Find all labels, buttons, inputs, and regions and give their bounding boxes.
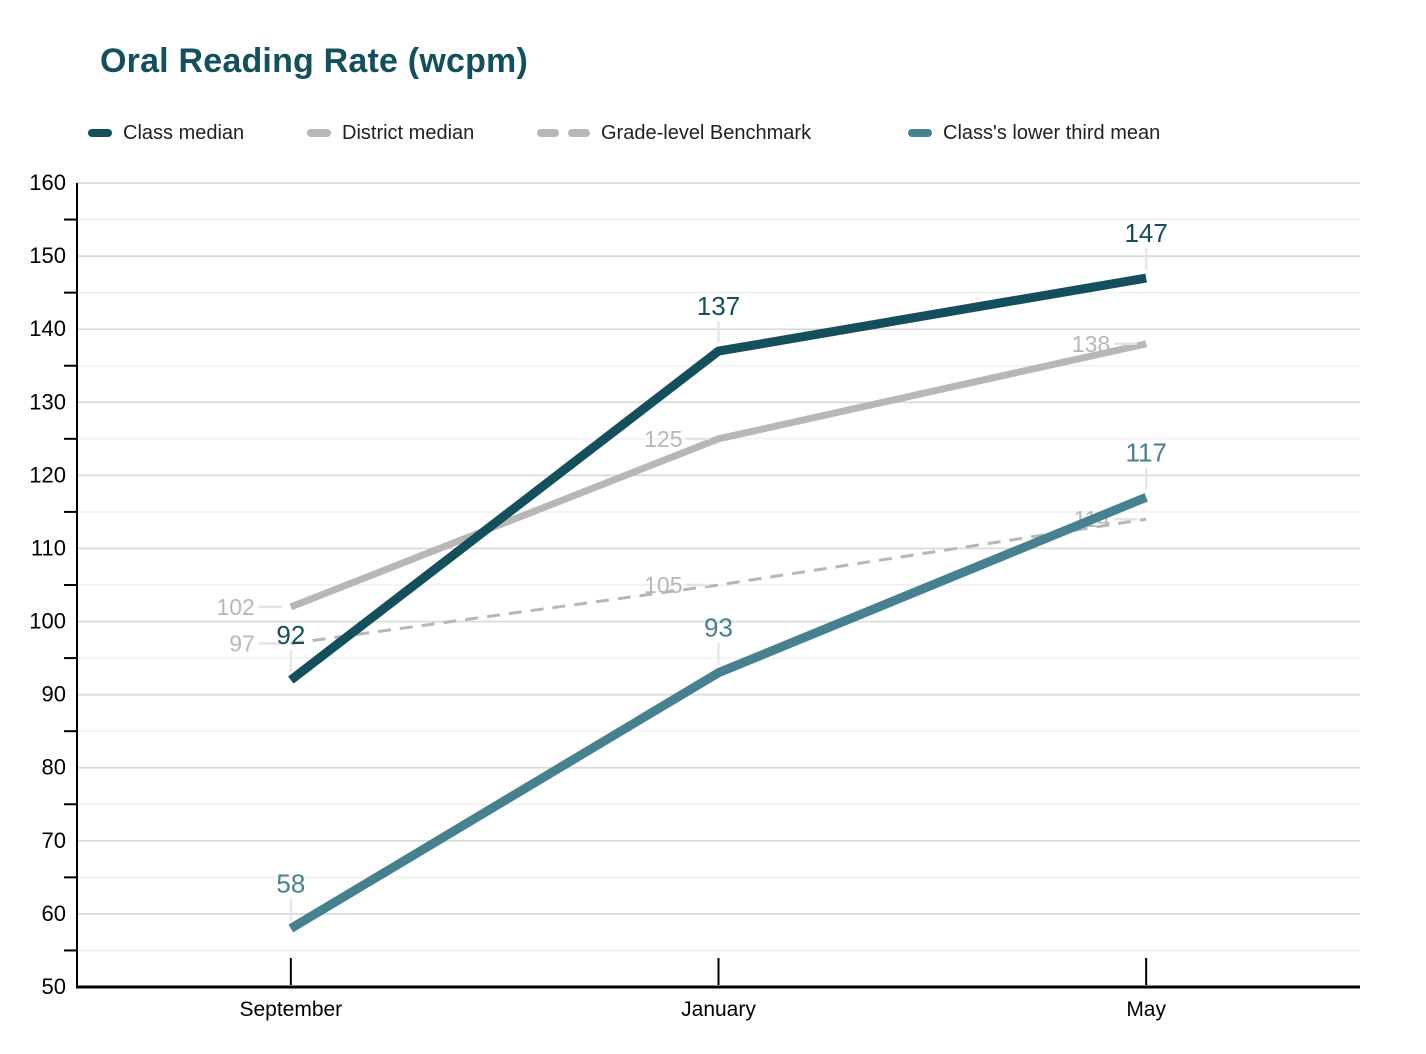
legend-label: Grade-level Benchmark (601, 121, 812, 144)
legend-label: Class median (123, 121, 245, 144)
legend-label: Class's lower third mean (943, 121, 1161, 144)
svg-text:100: 100 (29, 609, 66, 634)
svg-text:125: 125 (644, 426, 682, 452)
svg-text:92: 92 (276, 620, 305, 650)
svg-text:138: 138 (1072, 331, 1110, 357)
svg-text:117: 117 (1125, 437, 1166, 467)
svg-text:147: 147 (1124, 218, 1167, 248)
svg-text:140: 140 (29, 316, 66, 341)
svg-text:93: 93 (704, 613, 733, 643)
legend-swatch (908, 129, 932, 137)
svg-text:80: 80 (42, 755, 66, 780)
legend-item-class-median: Class median (88, 116, 244, 150)
svg-text:150: 150 (29, 243, 66, 268)
svg-text:105: 105 (644, 572, 682, 598)
svg-text:120: 120 (29, 462, 66, 487)
svg-text:160: 160 (29, 170, 66, 195)
legend: Class median District median Grade-level B… (0, 116, 1426, 150)
svg-text:50: 50 (42, 974, 66, 999)
svg-text:110: 110 (31, 535, 66, 560)
legend-dashed-swatch (537, 129, 590, 137)
svg-text:90: 90 (42, 682, 66, 707)
svg-text:September: September (239, 998, 342, 1021)
legend-item-class-s-lower-third-mean: Class's lower third mean (908, 116, 1160, 150)
legend-swatch (307, 129, 331, 137)
legend-swatch (88, 129, 112, 137)
svg-text:97: 97 (229, 630, 255, 656)
svg-text:60: 60 (42, 901, 66, 926)
svg-text:130: 130 (29, 389, 66, 414)
svg-text:January: January (681, 998, 756, 1021)
legend-item-district-median: District median (307, 116, 474, 150)
svg-text:58: 58 (276, 869, 305, 899)
svg-text:May: May (1126, 998, 1166, 1021)
chart-title: Oral Reading Rate (wcpm) (100, 42, 528, 80)
legend-item-grade-level-benchmark: Grade-level Benchmark (537, 116, 811, 150)
svg-text:137: 137 (697, 291, 740, 321)
legend-label: District median (342, 121, 475, 144)
svg-text:102: 102 (216, 594, 254, 620)
svg-text:70: 70 (42, 828, 66, 853)
